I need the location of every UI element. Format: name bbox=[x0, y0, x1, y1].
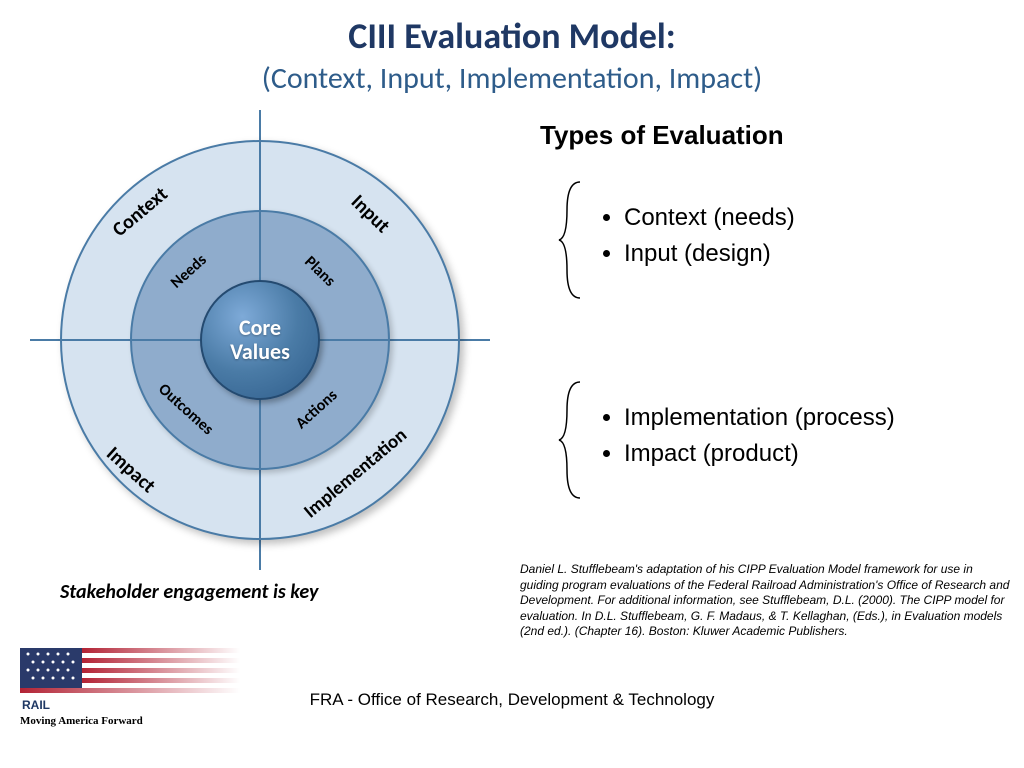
bullet-impact: Impact (product) bbox=[624, 436, 895, 472]
core-label-1: Core bbox=[30, 314, 490, 341]
fra-logo bbox=[20, 640, 240, 720]
bullet-input: Input (design) bbox=[624, 236, 795, 272]
title-main: CIII Evaluation Model: bbox=[0, 0, 1024, 58]
core-label-2: Values bbox=[30, 338, 490, 365]
types-title: Types of Evaluation bbox=[540, 120, 784, 151]
bullet-group-2: Implementation (process) Impact (product… bbox=[600, 400, 895, 472]
brace-1 bbox=[555, 180, 585, 300]
bullet-context: Context (needs) bbox=[624, 200, 795, 236]
stakeholder-note: Stakeholder engagement is key bbox=[60, 580, 318, 604]
title-sub: (Context, Input, Implementation, Impact) bbox=[0, 58, 1024, 97]
citation-text: Daniel L. Stufflebeam's adaptation of hi… bbox=[520, 562, 1010, 640]
logo-tagline: Moving America Forward bbox=[20, 715, 143, 727]
ciii-diagram: Core Values Context Input Implementation… bbox=[30, 110, 490, 570]
logo-rail-text: RAIL bbox=[22, 698, 50, 712]
bullet-implementation: Implementation (process) bbox=[624, 400, 895, 436]
bullet-group-1: Context (needs) Input (design) bbox=[600, 200, 795, 272]
brace-2 bbox=[555, 380, 585, 500]
